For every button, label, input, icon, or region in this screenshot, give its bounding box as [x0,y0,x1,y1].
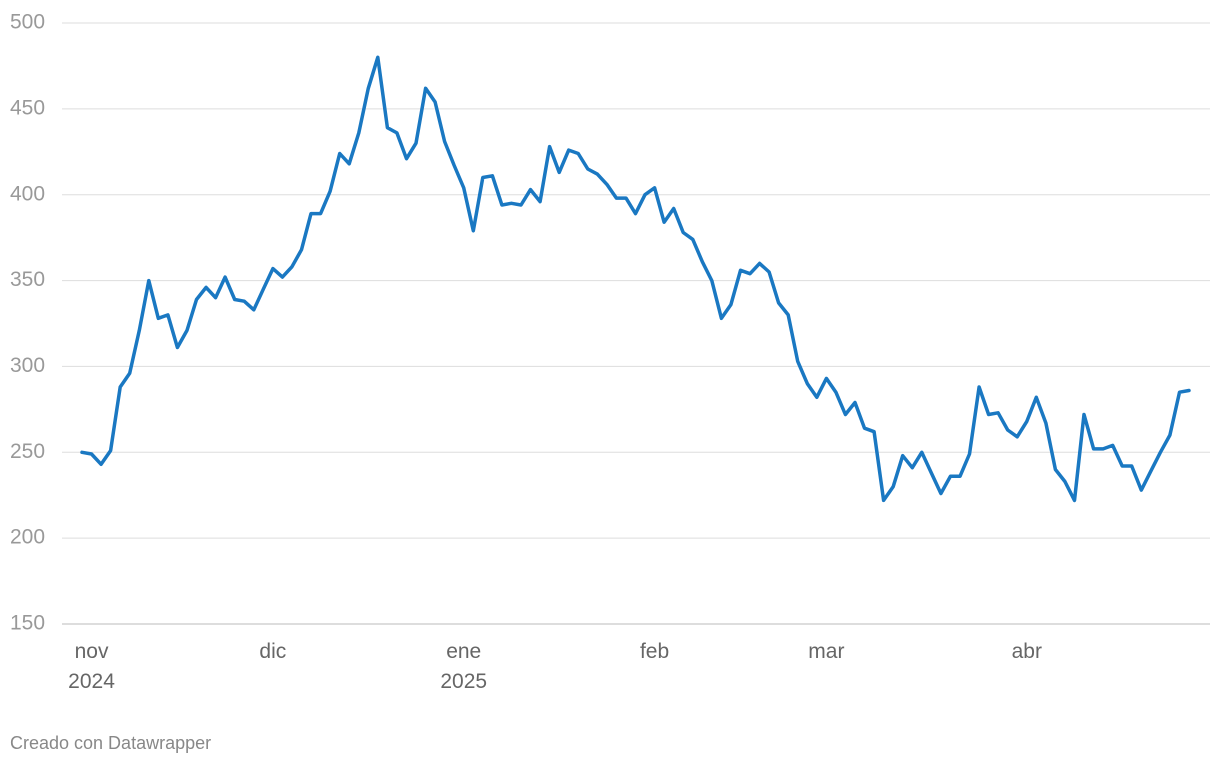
x-tick-label: feb [639,640,670,663]
x-tick-label: dic [259,640,287,663]
x-tick-label: mar [808,640,845,663]
y-tick-label: 500 [10,11,45,34]
y-tick-label: 300 [10,354,45,377]
line [80,55,1191,503]
y-tick-label: 350 [10,268,45,291]
x-tick-label: abr [1011,640,1042,663]
y-tick-label: 450 [10,96,45,119]
footer: Creado con Datawrapper [10,733,212,753]
y-tick-label: 250 [10,440,45,463]
y-tick-label: 400 [10,182,45,205]
y-tick-label: 150 [10,612,45,635]
x-tick-label: ene 2025 [440,640,488,693]
y-tick-label: 200 [10,526,45,549]
x-tick-label: nov 2024 [68,640,115,693]
